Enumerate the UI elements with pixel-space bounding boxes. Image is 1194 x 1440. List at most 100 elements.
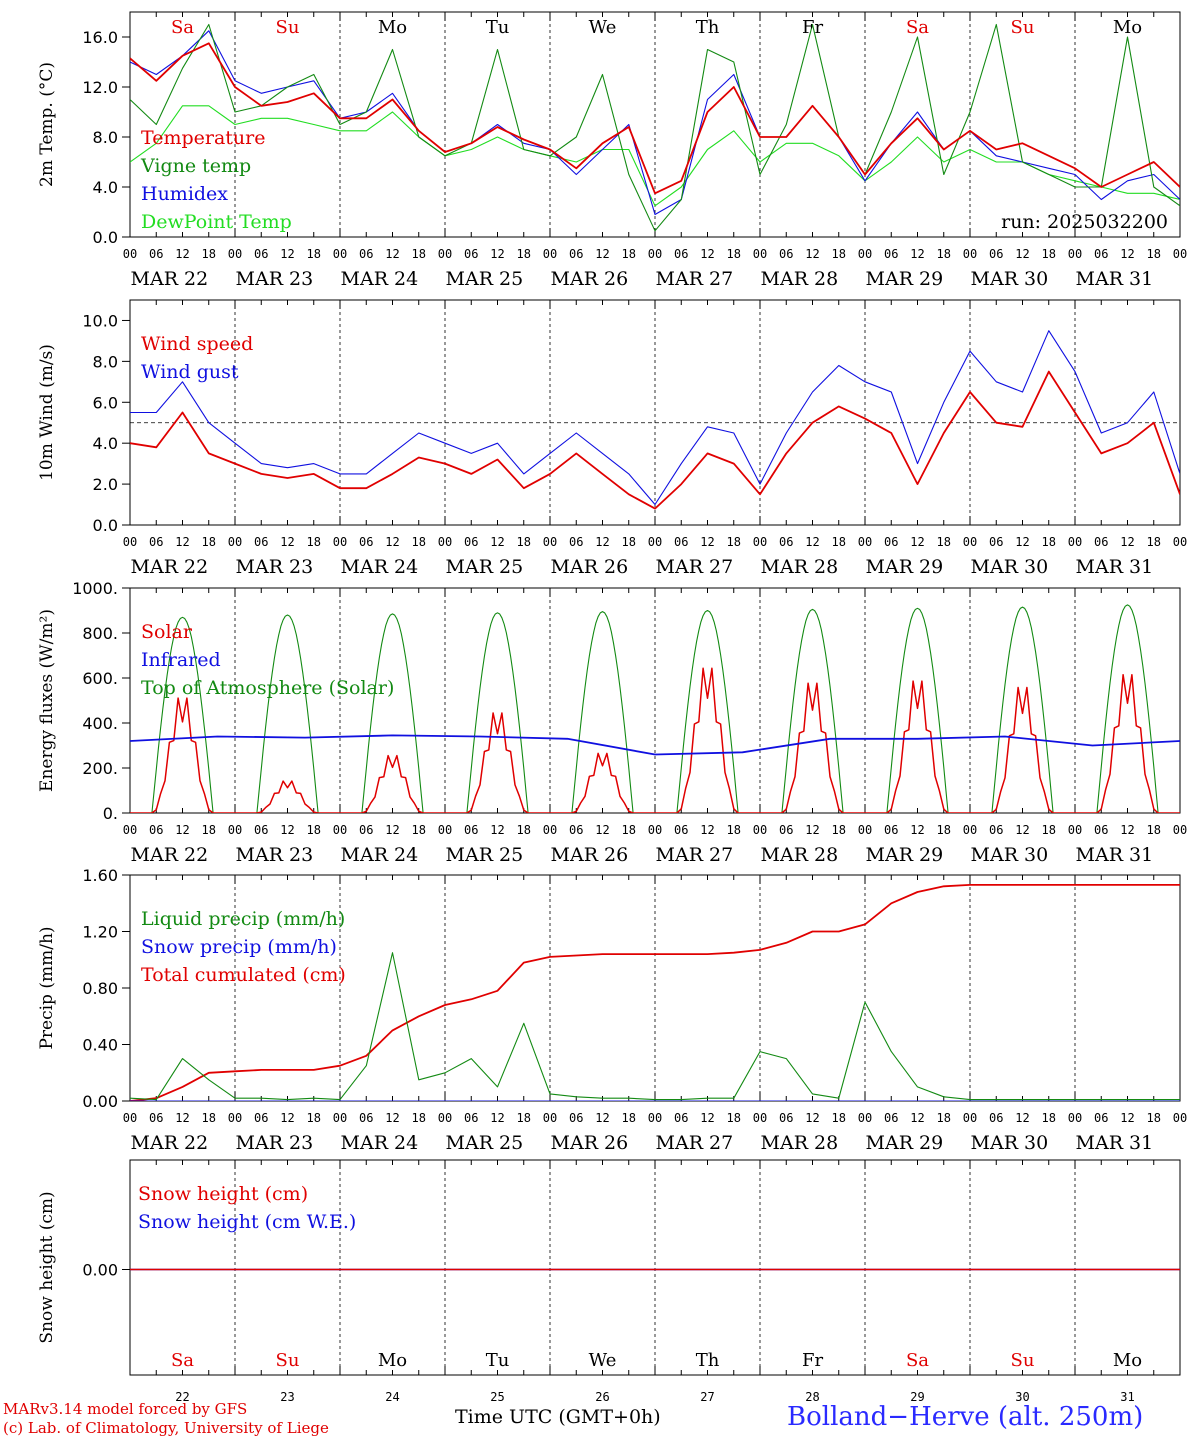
weekday-label: Mo xyxy=(1113,1350,1142,1371)
hour-tick-label: 00 xyxy=(543,823,557,837)
hour-tick-label: 18 xyxy=(202,1111,216,1125)
weekday-label: Sa xyxy=(171,1350,194,1371)
hour-tick-label: 06 xyxy=(464,1111,478,1125)
hour-tick-label: 12 xyxy=(700,1111,714,1125)
legend-entry: Total cumulated (cm) xyxy=(141,964,346,986)
day-number-label: 29 xyxy=(910,1390,924,1404)
panel-1 xyxy=(122,11,1181,238)
weekday-label: Fr xyxy=(802,1350,823,1371)
y-tick-label: 10.0 xyxy=(82,311,118,330)
date-label: MAR 30 xyxy=(971,1132,1049,1154)
date-label: MAR 27 xyxy=(656,1132,734,1154)
hour-tick-label: 12 xyxy=(490,823,504,837)
hour-tick-label: 06 xyxy=(359,823,373,837)
panel-3 xyxy=(122,587,1181,814)
date-label: MAR 26 xyxy=(551,1132,629,1154)
hour-tick-label: 00 xyxy=(1068,1111,1082,1125)
hour-tick-label: 00 xyxy=(963,1111,977,1125)
hour-tick-label: 18 xyxy=(412,1111,426,1125)
hour-tick-label: 00 xyxy=(648,1111,662,1125)
day-number-label: 30 xyxy=(1015,1390,1029,1404)
series-wind-speed xyxy=(130,370,1180,510)
hour-tick-label: 06 xyxy=(149,535,163,549)
weekday-label: Mo xyxy=(378,17,407,38)
legend-entry: Solar xyxy=(141,621,193,643)
panel-data xyxy=(130,604,1180,813)
hour-tick-label: 00 xyxy=(333,1111,347,1125)
hour-tick-label: 12 xyxy=(385,535,399,549)
weekday-label: Mo xyxy=(378,1350,407,1371)
hour-tick-label: 18 xyxy=(1147,823,1161,837)
y-tick-label: 8.0 xyxy=(93,128,118,147)
hour-tick-label: 18 xyxy=(307,1111,321,1125)
hour-tick-label: 00 xyxy=(333,535,347,549)
series-toa-solar-day xyxy=(550,611,655,813)
series-solar-day xyxy=(340,754,445,813)
hour-tick-label: 18 xyxy=(412,535,426,549)
panel-frame xyxy=(129,587,1181,814)
panel-data xyxy=(130,884,1180,1101)
hour-tick-label: 06 xyxy=(254,535,268,549)
panel-frame xyxy=(129,299,1181,526)
date-label: MAR 27 xyxy=(656,844,734,866)
hour-tick-label: 06 xyxy=(149,247,163,261)
hour-tick-label: 18 xyxy=(202,247,216,261)
series-solar-day xyxy=(1075,673,1180,813)
series-infrared xyxy=(130,734,1180,756)
panel-4 xyxy=(122,874,1181,1102)
hour-tick-label: 18 xyxy=(937,1111,951,1125)
hour-tick-label: 06 xyxy=(779,823,793,837)
hour-tick-label: 18 xyxy=(937,823,951,837)
date-label: MAR 22 xyxy=(131,268,209,290)
hour-tick-label: 18 xyxy=(727,247,741,261)
hour-tick-label: 12 xyxy=(910,823,924,837)
hour-tick-label: 00 xyxy=(228,535,242,549)
hour-tick-label: 12 xyxy=(595,247,609,261)
legend-entry: Liquid precip (mm/h) xyxy=(141,908,345,930)
legend-entry: Temperature xyxy=(141,127,265,149)
hour-tick-label: 00 xyxy=(228,1111,242,1125)
weekday-label: We xyxy=(589,1350,617,1371)
hour-tick-label: 18 xyxy=(1147,1111,1161,1125)
date-label: MAR 22 xyxy=(131,556,209,578)
y-tick-label: 8.0 xyxy=(93,352,118,371)
date-label: MAR 25 xyxy=(446,268,524,290)
hour-tick-label: 18 xyxy=(517,535,531,549)
hour-tick-label: 18 xyxy=(937,535,951,549)
hour-tick-label: 12 xyxy=(1120,1111,1134,1125)
hour-tick-label: 12 xyxy=(1015,823,1029,837)
hour-tick-label: 06 xyxy=(254,1111,268,1125)
hour-tick-label: 00 xyxy=(858,1111,872,1125)
hour-tick-label: 00 xyxy=(123,1111,137,1125)
hour-tick-label: 18 xyxy=(307,247,321,261)
hour-tick-label: 12 xyxy=(385,247,399,261)
hour-tick-label: 12 xyxy=(700,535,714,549)
hour-tick-label: 00 xyxy=(963,823,977,837)
station-name: Bolland−Herve (alt. 250m) xyxy=(787,1402,1144,1432)
hour-tick-label: 00 xyxy=(858,535,872,549)
y-axis-label: Energy fluxes (W/m²) xyxy=(37,609,57,792)
day-number-label: 23 xyxy=(280,1390,294,1404)
hour-tick-label: 12 xyxy=(910,247,924,261)
panel-5 xyxy=(122,1159,1181,1376)
hour-tick-label: 18 xyxy=(832,823,846,837)
hour-tick-label: 00 xyxy=(123,247,137,261)
series-toa-solar-day xyxy=(340,613,445,813)
date-label: MAR 23 xyxy=(236,844,314,866)
hour-tick-label: 00 xyxy=(543,535,557,549)
hour-tick-label: 18 xyxy=(622,535,636,549)
y-tick-label: 16.0 xyxy=(82,28,118,47)
date-label: MAR 29 xyxy=(866,1132,944,1154)
hour-tick-label: 12 xyxy=(805,535,819,549)
legend-entry: Wind gust xyxy=(141,361,239,383)
hour-tick-label: 00 xyxy=(438,823,452,837)
date-label: MAR 28 xyxy=(761,268,839,290)
weekday-label: We xyxy=(589,17,617,38)
hour-tick-label: 00 xyxy=(753,1111,767,1125)
series-toa-solar-day xyxy=(445,612,550,813)
y-tick-label: 2.0 xyxy=(93,475,118,494)
hour-tick-label: 18 xyxy=(832,1111,846,1125)
y-axis-label: 2m Temp. (°C) xyxy=(37,62,57,187)
hour-tick-label: 00 xyxy=(1068,535,1082,549)
